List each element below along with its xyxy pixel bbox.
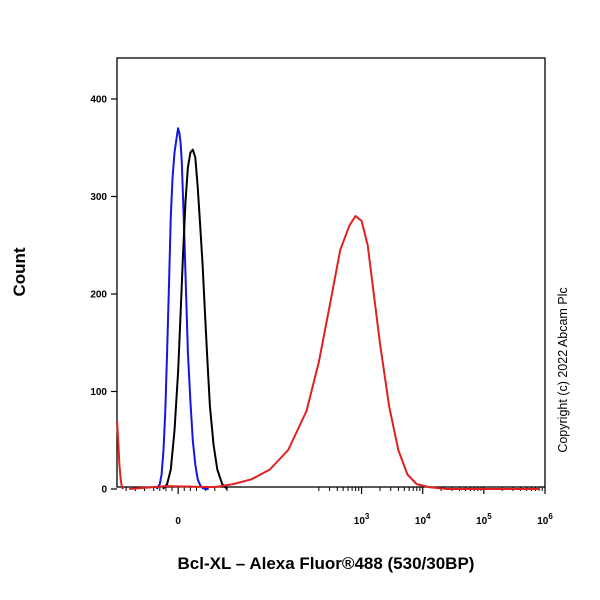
x-tick-label: 103	[354, 512, 370, 527]
histogram-curves	[116, 127, 539, 490]
x-tick-label: 0	[175, 516, 181, 527]
plot-frame	[116, 57, 546, 488]
y-tick-label: 100	[90, 387, 107, 398]
x-axis-title: Bcl-XL – Alexa Fluor®488 (530/30BP)	[178, 554, 475, 573]
x-tick-label: 106	[537, 512, 553, 527]
histogram-series	[162, 148, 228, 490]
x-tick-label: 104	[415, 512, 431, 527]
x-axis: 0 103 104 105 106	[125, 487, 553, 527]
y-tick-label: 200	[90, 290, 107, 301]
histogram-series	[155, 127, 209, 490]
y-tick-label: 0	[101, 485, 107, 496]
x-tick-label: 105	[476, 512, 492, 527]
y-tick-label: 300	[90, 192, 107, 203]
histogram-series	[116, 420, 124, 490]
y-tick-label: 400	[90, 95, 107, 106]
y-axis-title: Count	[10, 247, 29, 296]
y-axis: 0 100 200 300 400	[90, 95, 117, 496]
histogram-series	[129, 215, 539, 490]
copyright-watermark: Copyright (c) 2022 Abcam Plc	[556, 287, 570, 452]
